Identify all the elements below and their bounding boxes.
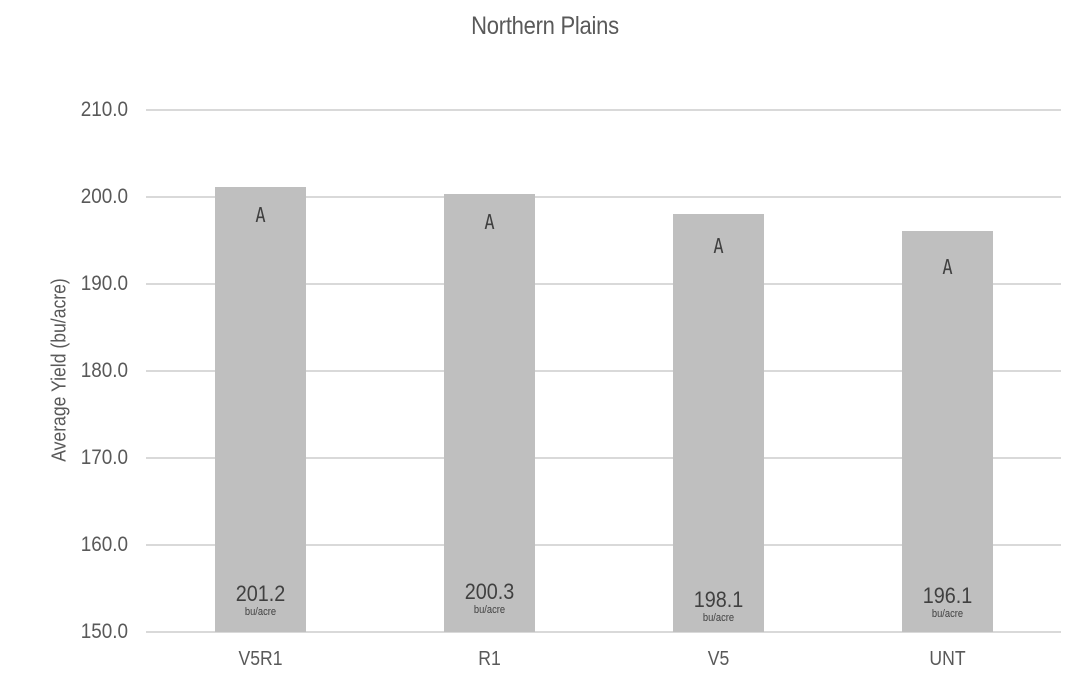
significance-letter: A [942,254,953,279]
gridline [146,544,1061,546]
value-label: 200.3 bu/acre [444,578,535,616]
y-tick-label: 180.0 [80,359,128,382]
value-number: 198.1 [693,586,744,612]
value-unit: bu/acre [702,611,735,624]
bar-r1: A 200.3 bu/acre [444,194,535,632]
value-number: 196.1 [922,582,973,608]
x-tick-label: UNT [929,648,966,670]
bar-unt: A 196.1 bu/acre [902,230,993,632]
value-label: 198.1 bu/acre [673,586,764,624]
x-tick-label: V5 [707,648,730,670]
value-number: 200.3 [464,578,515,604]
gridline [146,631,1061,633]
significance-letter: A [255,202,266,227]
y-tick-label: 150.0 [80,620,128,643]
y-tick-label: 200.0 [80,185,128,208]
x-tick-label: R1 [478,648,501,670]
gridline [146,283,1061,285]
y-tick-label: 170.0 [80,446,128,469]
gridline [146,109,1061,111]
value-unit: bu/acre [473,603,506,616]
value-unit: bu/acre [931,607,964,620]
gridline [146,196,1061,198]
value-label: 201.2 bu/acre [215,580,306,618]
value-number: 201.2 [235,580,286,606]
gridline [146,370,1061,372]
chart-title: Northern Plains [471,12,619,40]
bar-v5: A 198.1 bu/acre [673,213,764,632]
gridline [146,457,1061,459]
y-tick-label: 210.0 [80,98,128,121]
significance-letter: A [713,233,724,258]
y-tick-label: 190.0 [80,272,128,295]
significance-letter: A [484,210,495,235]
bar-v5r1: A 201.2 bu/acre [215,186,306,632]
x-tick-label: V5R1 [238,648,283,670]
value-unit: bu/acre [244,605,277,618]
y-tick-label: 160.0 [80,533,128,556]
value-label: 196.1 bu/acre [902,582,993,620]
